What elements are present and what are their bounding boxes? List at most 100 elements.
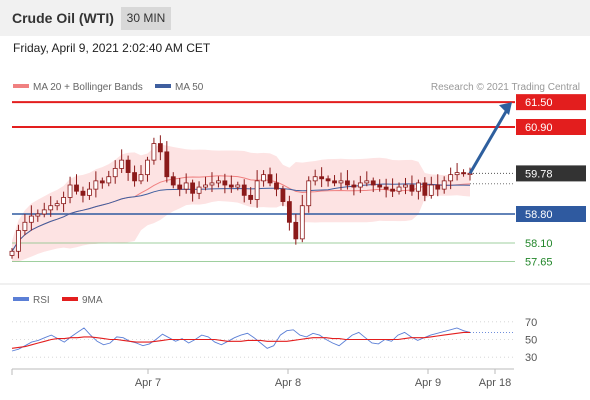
rsi-tick-label: 30 <box>525 352 537 364</box>
candle-body <box>222 180 228 186</box>
candle-body <box>357 182 363 188</box>
candle-body <box>99 180 105 184</box>
bollinger-band-area <box>12 144 470 262</box>
candle-body <box>9 250 15 256</box>
candle-body <box>87 188 92 196</box>
candle-body <box>293 221 299 240</box>
ma50-legend-label: MA 50 <box>175 82 204 93</box>
candle-body <box>41 209 47 215</box>
candle-body <box>164 151 170 178</box>
candle-body <box>138 174 144 182</box>
candle-body <box>325 178 331 182</box>
candle-body <box>203 184 208 188</box>
candle-body <box>441 180 447 190</box>
candle-body <box>338 180 344 184</box>
last-price-label-box <box>516 165 586 182</box>
candle-body <box>461 172 466 175</box>
candle-body <box>396 186 402 192</box>
candle-body <box>306 180 312 207</box>
rsi-legend-label: RSI <box>33 295 50 306</box>
rsi-ma-line <box>11 331 470 349</box>
resistance-label: 60.90 <box>525 122 553 134</box>
candle-body <box>67 184 73 198</box>
price-label-layer: 61.50 60.90 59.78 58.80 58.10 57.65 <box>516 94 586 269</box>
candle-body <box>48 205 54 211</box>
candle-body <box>183 182 189 190</box>
candle-body <box>274 182 279 190</box>
candle-body <box>209 182 215 186</box>
resistance-label-box <box>516 94 586 111</box>
projection-arrow-head <box>499 102 512 116</box>
candle-body <box>235 184 241 188</box>
ma50-line <box>11 183 471 252</box>
candle-body <box>351 184 357 188</box>
candle-body <box>409 184 415 192</box>
ma20-legend-label: MA 20 + Bollinger Bands <box>33 82 143 93</box>
candle-body <box>454 172 460 176</box>
rsi-tick-label: 50 <box>525 335 537 347</box>
price-levels-layer <box>12 101 515 263</box>
resistance-label: 61.50 <box>525 97 553 109</box>
candle-body <box>157 143 163 153</box>
candle-body <box>435 184 441 190</box>
header-bar: Crude Oil (WTI) 30 MIN <box>0 0 590 36</box>
interval-badge[interactable]: 30 MIN <box>121 7 171 30</box>
candle-body <box>332 180 337 184</box>
target-label: 57.65 <box>525 257 553 269</box>
candle-body <box>364 180 370 184</box>
ma9-legend-swatch <box>62 297 78 301</box>
candle-body <box>299 205 305 240</box>
candle-body <box>422 182 428 196</box>
projection-arrow-shaft <box>468 107 510 175</box>
candle-body <box>370 180 376 186</box>
x-axis-tick-label: Apr 7 <box>135 377 161 389</box>
candle-body <box>35 213 41 217</box>
rsi-tick-label: 70 <box>525 317 537 329</box>
candle-body <box>390 188 395 192</box>
candle-body <box>80 190 86 196</box>
rsi-panel: 70 50 30 <box>11 317 537 364</box>
ma50-legend-swatch <box>155 84 171 88</box>
candle-body <box>319 176 325 180</box>
candle-body <box>112 168 118 178</box>
x-axis-tick-label: Apr 8 <box>275 377 301 389</box>
candle-body <box>280 188 286 202</box>
x-axis-tick-label: Apr 18 <box>479 377 511 389</box>
candle-body <box>190 182 196 194</box>
instrument-title: Crude Oil (WTI) <box>12 10 114 26</box>
support-label: 58.80 <box>525 209 553 221</box>
candle-body <box>216 180 221 184</box>
chart-timestamp: Friday, April 9, 2021 2:02:40 AM CET <box>13 41 211 55</box>
candle-body <box>286 201 292 223</box>
candle-body <box>93 180 99 190</box>
candle-body <box>254 180 260 200</box>
candle-body <box>54 203 60 207</box>
credit-label: Research © 2021 Trading Central <box>431 82 580 93</box>
candle-body <box>151 143 157 161</box>
candle-body <box>106 176 112 184</box>
bollinger-band-layer <box>12 144 470 262</box>
last-price-label: 59.78 <box>525 168 553 180</box>
candle-body <box>261 174 266 182</box>
rsi-legend-swatch <box>13 297 29 301</box>
candle-body <box>448 174 454 182</box>
candle-body <box>177 184 183 190</box>
candle-body <box>74 184 79 192</box>
target-label: 58.10 <box>525 238 553 250</box>
candle-body <box>345 180 350 186</box>
candle-body <box>377 184 383 188</box>
candle-body <box>119 159 125 169</box>
x-axis-labels: Apr 7 Apr 8 Apr 9 Apr 18 <box>135 369 511 389</box>
ma20-legend-swatch <box>13 84 29 88</box>
candle-body <box>267 174 273 184</box>
candles-layer <box>9 135 473 259</box>
candle-body <box>428 184 434 196</box>
candle-body <box>16 230 21 252</box>
candle-body <box>312 176 318 182</box>
candle-body <box>241 184 247 196</box>
candle-body <box>28 215 34 223</box>
candle-body <box>228 184 234 188</box>
candle-body <box>248 194 254 200</box>
x-axis-tick-label: Apr 9 <box>415 377 441 389</box>
